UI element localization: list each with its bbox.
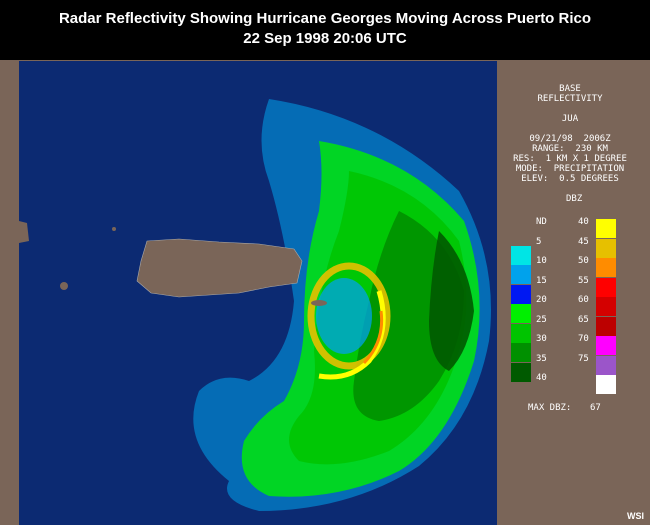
- legend-left-swatch-7: [511, 362, 531, 382]
- legend-left-swatch-6: [511, 343, 531, 362]
- map-subtitle: 22 Sep 1998 20:06 UTC: [243, 30, 407, 47]
- eyewall-band: [318, 290, 386, 380]
- resolution: RES: 1 KM X 1 DEGREE: [513, 154, 627, 164]
- mode: MODE: PRECIPITATION: [515, 164, 625, 174]
- legend-right-label-6: 70: [578, 334, 589, 344]
- wsi-watermark: WSI: [627, 511, 644, 521]
- max-dbz-value: 67: [590, 403, 601, 413]
- map-title: Radar Reflectivity Showing Hurricane Geo…: [58, 10, 592, 27]
- hurricane-eye: [316, 278, 372, 354]
- radar-dark-band: [429, 231, 474, 371]
- legend-left-label-0: ND: [536, 217, 547, 227]
- legend-left-label-7: 35: [536, 353, 547, 364]
- hispaniola-land: [19, 221, 29, 243]
- legend-right-label-7: 75: [578, 353, 589, 364]
- legend-left-label-4: 20: [536, 295, 547, 305]
- legend-right-label-1: 45: [578, 236, 589, 247]
- legend-right-label-3: 55: [578, 275, 589, 286]
- legend-right-swatch-3: [596, 277, 616, 297]
- legend-right-swatch-8: [596, 375, 616, 394]
- title-bar: Radar Reflectivity Showing Hurricane Geo…: [0, 0, 650, 60]
- radar-map: [19, 61, 497, 525]
- puerto-rico-land: [136, 238, 303, 298]
- elevation: ELEV: 0.5 DEGREES: [521, 174, 619, 184]
- max-dbz-label: MAX DBZ:: [528, 403, 572, 413]
- range: RANGE: 230 KM: [532, 144, 608, 154]
- legend-left-label-1: 5: [536, 236, 542, 247]
- legend-left-label-6: 30: [536, 334, 547, 344]
- legend-left-label-3: 15: [536, 275, 547, 286]
- legend-right-label-2: 50: [578, 256, 589, 266]
- product-line2: REFLECTIVITY: [537, 94, 603, 104]
- legend-left-swatch-3: [511, 284, 531, 304]
- legend-panel: BASE REFLECTIVITY JUA 09/21/98 2006Z RAN…: [498, 61, 642, 525]
- legend-left-swatch-4: [511, 304, 531, 323]
- station: JUA: [561, 114, 579, 124]
- desecheo-island: [112, 227, 116, 231]
- legend-left-swatch-1: [511, 245, 531, 265]
- legend-right-label-0: 40: [578, 217, 589, 227]
- legend-left-label-8: 40: [536, 373, 547, 383]
- legend-right-swatch-4: [596, 297, 616, 316]
- eyewall-core: [362, 310, 384, 365]
- legend-right-label-5: 65: [578, 314, 589, 325]
- legend-right-swatch-6: [596, 336, 616, 355]
- legend-right-swatch-1: [596, 238, 616, 258]
- vieques-island: [311, 300, 327, 306]
- legend-left-swatch-2: [511, 265, 531, 284]
- legend-left-label-2: 10: [536, 256, 547, 266]
- legend-left-swatch-5: [511, 323, 531, 343]
- product-line1: BASE: [559, 84, 581, 94]
- legend-right-label-4: 60: [578, 295, 589, 305]
- legend-right-swatch-5: [596, 316, 616, 336]
- mona-island: [60, 282, 68, 290]
- legend-left-label-5: 25: [536, 314, 547, 325]
- legend-right-swatch-0: [596, 219, 616, 238]
- hurricane-eye-ring: [307, 262, 391, 370]
- legend-right-swatch-2: [596, 258, 616, 277]
- radar-svg: [19, 99, 491, 511]
- dbz-header: DBZ: [566, 194, 583, 204]
- datetime: 09/21/98 2006Z: [529, 134, 611, 144]
- legend-right-swatch-7: [596, 355, 616, 375]
